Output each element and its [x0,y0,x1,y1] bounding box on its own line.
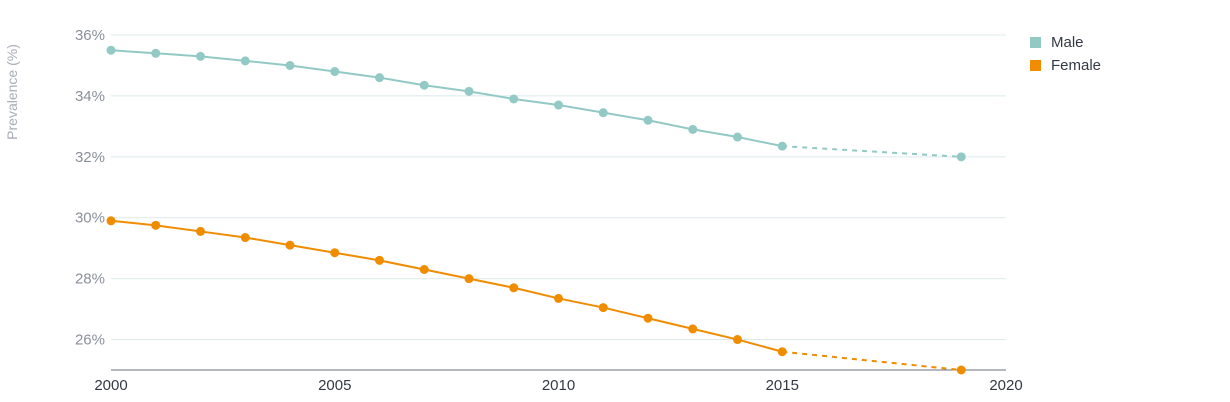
data-point [554,100,563,110]
data-point [509,283,519,293]
data-point [956,365,966,375]
data-point [733,132,742,142]
grid-lines [111,34,1006,341]
y-tick-label: 26% [75,332,105,349]
data-point [151,220,161,230]
x-axis: 2000 2005 2010 2015 2020 [94,369,1023,394]
series-projection-line [782,145,962,158]
data-point [240,56,250,66]
data-point [598,108,608,118]
data-point [106,45,116,55]
data-point [285,60,295,70]
data-point [375,255,384,265]
y-tick-label: 36% [75,27,105,44]
data-point [240,233,250,243]
series-projection-line [782,350,962,371]
data-point [464,86,474,96]
data-point [598,303,608,313]
data-point [106,216,116,226]
y-tick-label: 32% [75,149,105,166]
x-tick-label: 2020 [989,377,1022,394]
x-tick-label: 2015 [766,377,799,394]
data-point [285,240,295,250]
data-point [956,152,966,162]
data-point [419,265,429,274]
x-tick-label: 2005 [318,377,351,394]
data-point [419,80,429,90]
data-point [777,141,787,151]
legend-label: Male [1051,34,1084,51]
series-line [110,219,783,353]
series-female [106,216,966,375]
series-male [106,45,966,162]
data-point [464,274,474,284]
data-point [643,115,653,125]
x-tick-label: 2000 [94,377,127,394]
data-point [330,67,340,77]
legend-label: Female [1051,57,1101,74]
series [106,45,966,375]
legend-swatch [1030,37,1041,48]
y-tick-label: 28% [75,271,105,288]
data-point [733,335,742,345]
data-point [688,124,698,134]
data-point [777,347,787,357]
data-point [643,313,653,323]
data-point [375,73,384,83]
y-tick-label: 30% [75,210,105,227]
x-tick-label: 2010 [542,377,575,394]
data-point [554,293,563,303]
data-point [509,94,519,104]
data-point [688,324,698,334]
data-point [196,226,205,236]
series-line [110,49,783,148]
data-point [196,51,205,61]
y-axis: 26% 28% 30% 32% 34% 36% [75,27,105,349]
y-axis-label: Prevalence (%) [4,44,20,140]
legend-swatch [1030,60,1041,71]
y-tick-label: 34% [75,88,105,105]
legend: Male Female [1030,34,1101,74]
data-point [151,48,161,58]
data-point [330,248,340,258]
